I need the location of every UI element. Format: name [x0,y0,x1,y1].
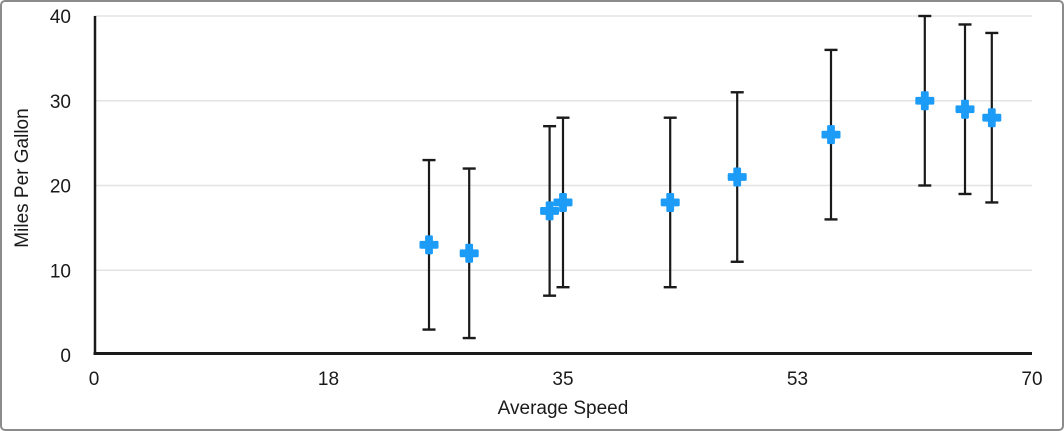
y-tick-label: 0 [60,346,71,367]
data-point-marker [540,201,560,221]
y-tick-label: 20 [50,177,71,198]
x-tick-label: 35 [552,369,573,390]
data-point-marker [955,99,975,119]
plot-area: 0 10 20 30 40 0 18 35 53 70 [50,7,1043,390]
data-point-marker [459,243,479,263]
x-tick-label: 70 [1021,369,1042,390]
y-tick-label: 40 [50,7,71,28]
data-point-marker [553,192,573,212]
x-axis-title: Average Speed [498,398,629,419]
data-point-marker [419,235,439,255]
y-tick-label: 30 [50,92,71,113]
data-point-marker [982,108,1002,128]
data-point-marker [915,91,935,111]
data-point-marker [727,167,747,187]
x-tick-label: 0 [89,369,100,390]
data-point-marker [660,192,680,212]
data-point-marker [821,125,841,145]
x-tick-label: 18 [318,369,339,390]
y-axis-title: Miles Per Gallon [12,108,33,247]
y-tick-label: 10 [50,261,71,282]
x-tick-label: 53 [787,369,808,390]
